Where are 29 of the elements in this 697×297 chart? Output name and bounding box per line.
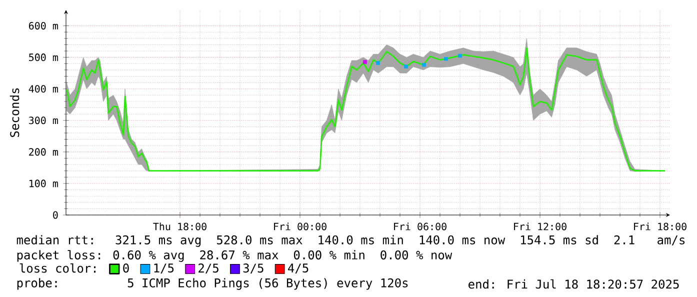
point <box>422 63 426 67</box>
point <box>363 60 367 64</box>
text: probe: 5 ICMP Echo Pings (56 Bytes) every 120s <box>17 278 408 290</box>
text: median rtt: 321.5 ms avg 528.0 ms max 140.0 ms min 140.0 ms now 154.5 ms sd 2.1 am/s <box>16 235 685 247</box>
y-tick-label: 400 m <box>28 85 58 93</box>
x-tick-label: Fri 18:00 <box>634 222 686 230</box>
legend-label: 3/5 <box>243 264 264 274</box>
legend-label: 2/5 <box>198 264 218 274</box>
x-tick-label: Fri 00:00 <box>274 222 326 230</box>
point <box>444 57 448 61</box>
y-tick-label: 600 m <box>28 22 58 30</box>
y-tick-label: 200 m <box>29 148 58 156</box>
point <box>376 61 380 65</box>
legend-label: 1/5 <box>154 264 174 274</box>
x-tick-label: Thu 18:00 <box>153 222 206 230</box>
y-tick-label: 0 <box>53 211 58 219</box>
legend-label: 4/5 <box>288 264 308 274</box>
y-tick-label: 300 m <box>29 116 58 124</box>
legend-title: loss color: <box>20 263 96 273</box>
text: packet loss: 0.60 % avg 28.67 % max 0.00 % min 0.00 % now <box>17 250 452 262</box>
text: end: Fri Jul 18 18:20:57 2025 <box>468 279 679 289</box>
point <box>458 54 462 58</box>
legend-label: 0 <box>123 264 129 273</box>
point <box>404 64 408 68</box>
x-tick-label: Fri 12:00 <box>514 222 566 230</box>
x-tick-label: Fri 06:00 <box>394 222 446 230</box>
y-axis-title: Seconds <box>10 88 20 137</box>
y-tick-label: 100 m <box>30 180 58 188</box>
y-tick-label: 500 m <box>29 54 58 62</box>
